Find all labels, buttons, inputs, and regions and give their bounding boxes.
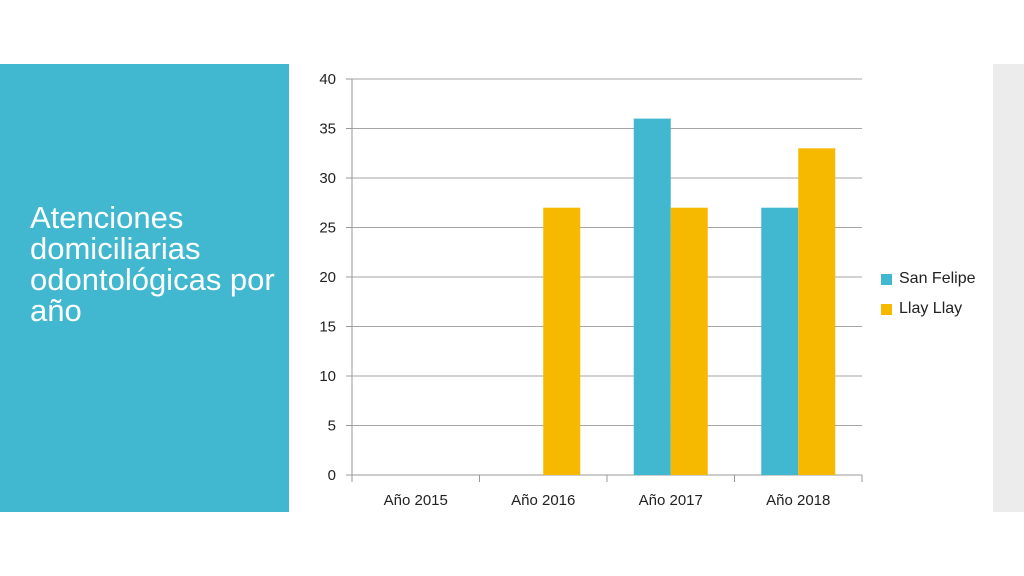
bar	[670, 207, 708, 475]
y-tick-label: 10	[319, 368, 336, 385]
slide-title: Atenciones domiciliarias odontológicas p…	[30, 200, 275, 328]
y-tick-label: 25	[319, 220, 336, 237]
bar	[798, 148, 836, 476]
x-tick-label: Año 2015	[384, 492, 448, 509]
x-tick-label: Año 2017	[639, 492, 703, 509]
bar	[761, 207, 799, 475]
y-tick-label: 40	[319, 71, 336, 88]
side-strip	[993, 64, 1024, 512]
y-tick-label: 0	[328, 467, 336, 484]
title-panel	[0, 64, 289, 512]
x-tick-label: Año 2016	[511, 492, 575, 509]
legend-swatch-llay-llay	[881, 303, 892, 315]
y-tick-label: 15	[319, 319, 336, 336]
x-tick-label: Año 2018	[766, 492, 830, 509]
chart-legend: San Felipe Llay Llay	[881, 264, 976, 324]
y-tick-label: 5	[328, 418, 336, 435]
y-tick-label: 20	[319, 269, 336, 286]
legend-item-san-felipe: San Felipe	[881, 264, 976, 294]
y-tick-label: 30	[319, 170, 336, 187]
bar	[633, 118, 671, 475]
legend-item-llay-llay: Llay Llay	[881, 294, 976, 324]
legend-label-llay-llay: Llay Llay	[899, 300, 963, 317]
legend-label-san-felipe: San Felipe	[899, 270, 976, 287]
bar	[543, 207, 581, 475]
legend-swatch-san-felipe	[881, 273, 892, 285]
y-tick-label: 35	[319, 121, 336, 138]
